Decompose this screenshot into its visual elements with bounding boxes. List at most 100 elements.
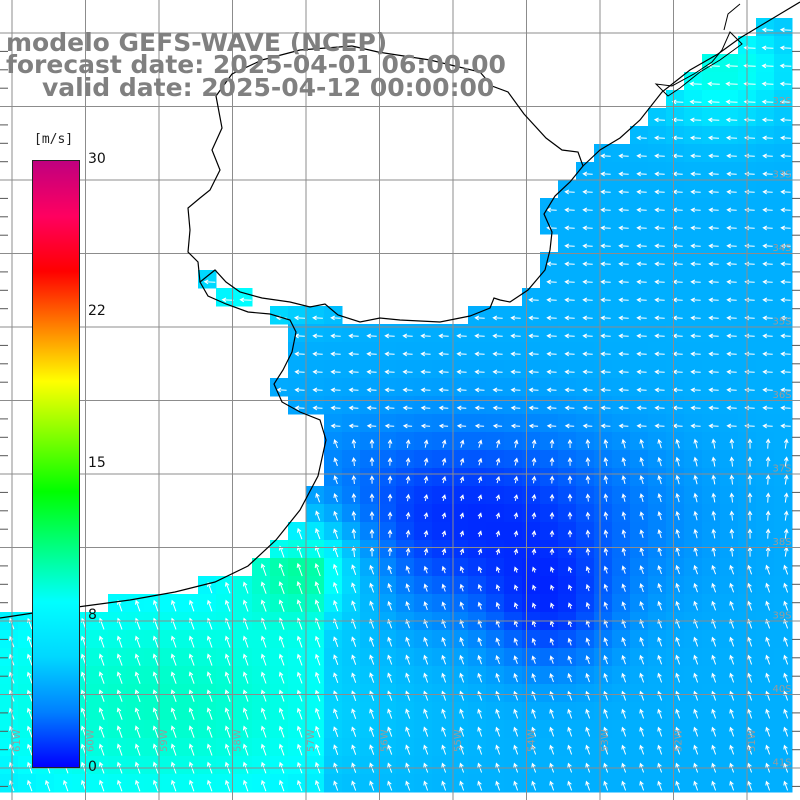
wind-cell [774, 486, 793, 505]
wind-cell [450, 576, 469, 595]
wind-cell [468, 504, 487, 523]
wind-arrow [585, 780, 591, 791]
wind-cell [594, 738, 613, 757]
wind-arrow [761, 81, 774, 87]
wind-cell [414, 450, 433, 469]
wind-arrow [26, 671, 33, 684]
wind-arrow [567, 602, 573, 609]
wind-cell [576, 432, 595, 451]
wind-arrow [477, 619, 483, 628]
wind-arrow [729, 708, 735, 719]
wind-arrow [477, 601, 483, 610]
wind-cell [630, 396, 649, 415]
wind-arrow [369, 493, 375, 502]
wind-cell [486, 738, 505, 757]
wind-arrow [492, 333, 503, 339]
wind-cell [558, 666, 577, 685]
wind-arrow [477, 583, 483, 592]
wind-cell [378, 486, 397, 505]
wind-cell [576, 360, 595, 379]
wind-arrow [550, 602, 555, 609]
wind-arrow [510, 315, 521, 321]
latitude-label: 36S [772, 390, 791, 401]
wind-arrow [348, 405, 359, 411]
wind-cell [594, 234, 613, 253]
wind-cell [378, 666, 397, 685]
wind-cell [702, 450, 721, 469]
wind-cell [576, 522, 595, 541]
wind-arrow [405, 547, 411, 556]
wind-arrow [600, 387, 611, 393]
wind-arrow [657, 582, 662, 593]
wind-cell [540, 468, 559, 487]
wind-cell [630, 774, 649, 793]
wind-arrow [206, 725, 213, 738]
wind-arrow [366, 405, 377, 411]
wind-arrow [495, 584, 501, 592]
wind-cell [720, 360, 739, 379]
wind-arrow [780, 333, 791, 339]
wind-arrow [549, 655, 555, 664]
wind-cell [486, 774, 505, 793]
wind-arrow [474, 351, 485, 357]
wind-cell [432, 450, 451, 469]
wind-arrow [348, 387, 359, 393]
wind-arrow [726, 315, 737, 321]
wind-arrow [278, 707, 285, 720]
wind-cell [666, 702, 685, 721]
wind-arrow [780, 387, 791, 393]
wind-arrow [546, 423, 557, 429]
wind-cell [396, 486, 415, 505]
wind-arrow [549, 780, 555, 791]
wind-arrow [351, 636, 357, 647]
wind-cell [342, 486, 361, 505]
wind-arrow [513, 566, 519, 573]
wind-cell [540, 684, 559, 703]
wind-cell [720, 162, 739, 181]
wind-arrow [492, 423, 503, 429]
wind-arrow [549, 438, 555, 449]
wind-arrow [189, 599, 195, 612]
wind-arrow [639, 744, 645, 755]
wind-arrow [564, 405, 575, 411]
wind-cell [450, 414, 469, 433]
wind-cell [756, 684, 775, 703]
wind-arrow [654, 171, 665, 177]
wind-cell [324, 468, 343, 487]
wind-cell [648, 180, 667, 199]
wind-arrow [780, 279, 791, 285]
wind-cell [756, 486, 775, 505]
wind-arrow [224, 671, 231, 684]
wind-cell [702, 198, 721, 217]
latitude-label: 40S [772, 684, 791, 695]
wind-cell [558, 432, 577, 451]
wind-arrow [585, 547, 591, 556]
wind-cell [648, 468, 667, 487]
wind-cell [342, 540, 361, 559]
wind-arrow [690, 261, 701, 267]
wind-cell [702, 54, 721, 73]
wind-arrow [783, 600, 789, 611]
wind-arrow [600, 207, 611, 213]
wind-cell [756, 450, 775, 469]
wind-arrow [549, 457, 555, 466]
wind-cell [432, 504, 451, 523]
wind-arrow [621, 726, 627, 737]
wind-cell [540, 738, 559, 757]
wind-arrow [708, 171, 719, 177]
wind-arrow [351, 510, 357, 521]
wind-arrow [134, 689, 141, 702]
wind-arrow [780, 171, 791, 177]
wind-cell [594, 450, 613, 469]
wind-arrow [423, 439, 429, 448]
wind-cell [324, 378, 343, 397]
wind-arrow [441, 547, 447, 556]
wind-arrow [657, 654, 663, 665]
wind-arrow [585, 744, 591, 755]
wind-cell [630, 450, 649, 469]
wind-arrow [603, 708, 609, 719]
wind-cell [720, 72, 739, 91]
wind-cell [630, 720, 649, 739]
wind-cell [666, 720, 685, 739]
wind-arrow [690, 243, 701, 249]
